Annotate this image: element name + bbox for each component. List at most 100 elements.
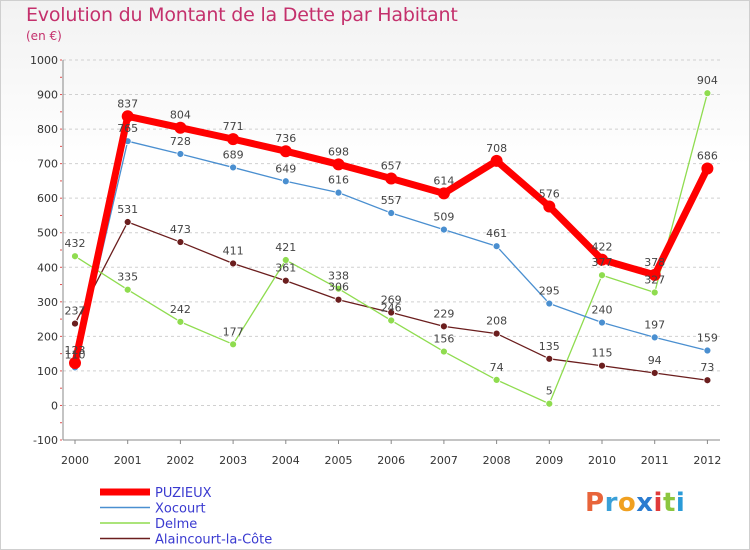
data-point [229,259,238,268]
data-point [281,177,290,186]
data-label: 306 [328,281,349,294]
chart-subtitle: (en €) [26,29,62,43]
y-tick-label: 300 [37,296,58,309]
data-label: 295 [539,285,560,298]
x-tick-label: 2001 [114,454,142,467]
data-label: 242 [170,303,191,316]
x-tick-label: 2003 [219,454,247,467]
x-tick-label: 2007 [430,454,458,467]
data-point [490,154,503,167]
data-label: 269 [381,294,402,307]
data-point [334,284,343,293]
data-label: 771 [223,120,244,133]
y-tick-label: 800 [37,123,58,136]
logo-letter: i [653,488,663,518]
data-point [176,317,185,326]
y-tick-label: 100 [37,365,58,378]
data-point [598,361,606,370]
data-label: 156 [433,333,454,346]
data-point [703,376,712,385]
data-point [279,145,292,158]
data-label: 411 [223,244,244,257]
data-point [650,333,659,342]
data-point [703,346,712,355]
data-label: 229 [433,307,454,320]
data-label: 327 [644,273,665,286]
data-label: 461 [486,227,507,240]
data-point [71,252,79,261]
data-point [334,188,343,197]
x-tick-label: 2002 [166,454,194,467]
data-point [543,200,556,213]
data-point [492,242,501,251]
y-tick-label: -100 [33,434,58,447]
data-point [176,238,185,246]
x-tick-label: 2000 [61,454,89,467]
legend-label: Xocourt [155,502,206,517]
data-point [281,256,290,264]
data-point [650,288,659,297]
data-label: 614 [433,174,454,187]
data-label: 736 [275,132,296,145]
data-point [332,158,345,171]
data-point [71,319,79,328]
x-tick-labels: 2000 2001 2002 2003 2004 2005 2006 2007 2008 2009… [61,454,721,467]
data-point [439,322,448,331]
data-point [545,399,554,408]
data-label: 208 [486,315,507,328]
y-tick-label: 900 [37,89,58,102]
proxiti-logo: Proxiti [585,488,685,518]
data-label: 421 [275,241,296,254]
logo-letter: x [636,488,654,518]
data-label: 377 [592,256,613,269]
data-point [598,318,606,327]
data-point [385,172,398,185]
data-point [229,163,238,172]
data-point [176,150,185,158]
x-tick-label: 2004 [272,454,300,467]
data-point [387,209,396,217]
data-label: 338 [328,270,349,283]
data-label: 616 [328,174,349,187]
data-point [227,133,240,146]
x-tick-label: 2006 [377,454,405,467]
data-label: 74 [490,361,504,374]
data-point [545,299,554,308]
x-tick-label: 2011 [641,454,669,467]
data-label: 686 [697,149,718,162]
axes [60,59,720,444]
data-label: 73 [700,361,714,374]
data-point [229,340,238,349]
data-point [650,369,659,377]
data-label: 509 [433,211,454,224]
data-point [598,271,606,280]
legend-label: Alaincourt-la-Côte [155,533,272,548]
logo-letter: o [617,488,637,518]
legend-label: PUZIEUX [155,486,212,501]
data-label: 531 [117,203,138,216]
data-label: 177 [223,325,244,338]
legend-label: Delme [155,517,197,532]
data-label: 765 [117,122,138,135]
data-label: 378 [644,256,665,269]
data-point [703,89,712,98]
data-point [387,308,396,317]
data-label: 115 [592,347,613,360]
data-label: 557 [381,194,402,207]
data-point [545,354,554,363]
data-point [174,121,187,134]
data-label: 728 [170,135,191,148]
y-tick-label: 1000 [30,54,58,67]
data-label: 432 [65,237,86,250]
x-tick-label: 2008 [483,454,511,467]
data-label: 246 [381,301,402,314]
data-point [492,329,501,338]
data-label: 110 [65,348,86,361]
grid-lines [63,59,720,441]
data-label: 361 [275,262,296,275]
data-point [439,347,448,356]
data-point [387,316,396,325]
x-tick-label: 2010 [588,454,616,467]
data-label: 5 [546,385,553,398]
